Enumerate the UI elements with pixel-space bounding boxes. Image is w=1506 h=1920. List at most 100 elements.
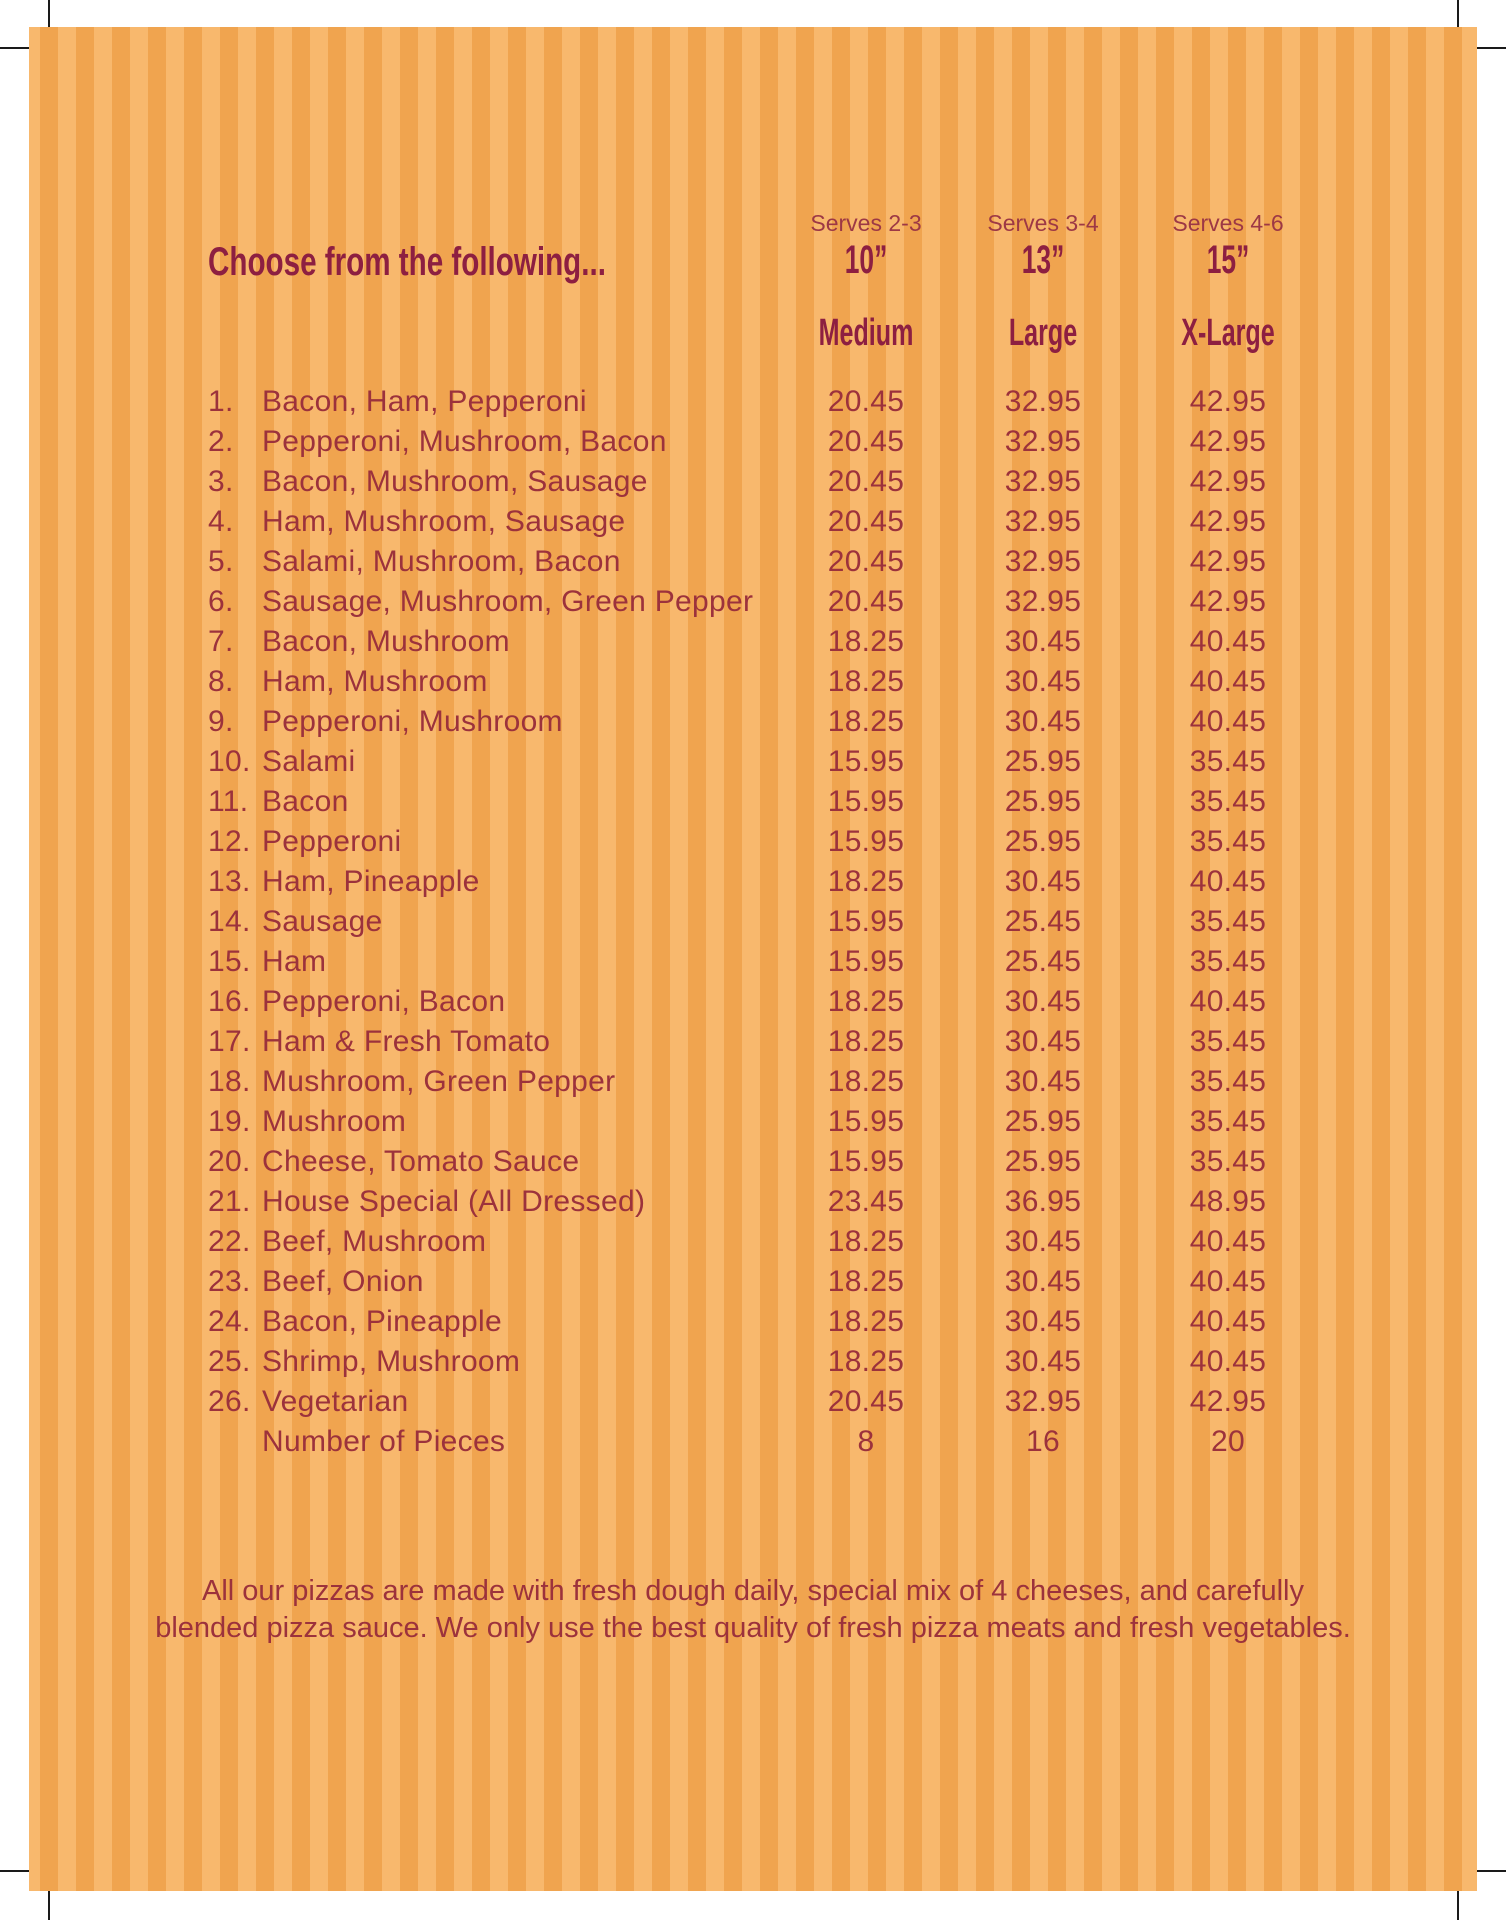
item-name: Bacon, Mushroom, Sausage — [262, 465, 648, 498]
column-label-large: Large — [1008, 312, 1078, 354]
footer-note: All our pizzas are made with fresh dough… — [29, 1573, 1477, 1647]
item-price-medium: 20.45 — [827, 585, 905, 618]
item-price-xlarge: 40.45 — [1189, 985, 1267, 1018]
item-price-medium: 18.25 — [827, 1345, 905, 1378]
menu-item-row: 16. Pepperoni, Bacon 18.25 30.45 40.45 — [29, 982, 1477, 1022]
item-number: 11. — [208, 785, 249, 818]
item-name: Ham — [262, 945, 327, 978]
item-price-large: 30.45 — [1004, 665, 1082, 698]
item-price-large: 32.95 — [1004, 1385, 1082, 1418]
item-price-large: 25.45 — [1004, 905, 1082, 938]
item-number: 20. — [208, 1145, 251, 1178]
menu-item-row: 20. Cheese, Tomato Sauce 15.95 25.95 35.… — [29, 1142, 1477, 1182]
item-price-medium: 20.45 — [827, 505, 905, 538]
item-price-large: 25.95 — [1004, 1105, 1082, 1138]
crop-mark-bottom-right-vertical — [1457, 1886, 1459, 1920]
item-name: Ham, Mushroom — [262, 665, 488, 698]
item-price-xlarge: 48.95 — [1189, 1185, 1267, 1218]
menu-item-row: 23. Beef, Onion 18.25 30.45 40.45 — [29, 1262, 1477, 1302]
striped-menu-card: Choose from the following... Serves 2-3 … — [29, 27, 1477, 1891]
item-name: Bacon, Mushroom — [262, 625, 510, 658]
item-price-xlarge: 40.45 — [1189, 1225, 1267, 1258]
item-number: 25. — [208, 1345, 251, 1378]
menu-item-row: 5. Salami, Mushroom, Bacon 20.45 32.95 4… — [29, 542, 1477, 582]
menu-item-row: 11. Bacon 15.95 25.95 35.45 — [29, 782, 1477, 822]
item-name: Mushroom — [262, 1105, 407, 1138]
crop-mark-top-left-vertical — [48, 0, 50, 34]
menu-item-row: 10. Salami 15.95 25.95 35.45 — [29, 742, 1477, 782]
item-price-xlarge: 40.45 — [1189, 705, 1267, 738]
item-price-medium: 15.95 — [827, 905, 905, 938]
item-price-large: 30.45 — [1004, 1065, 1082, 1098]
item-name: Bacon — [262, 785, 349, 818]
item-name: House Special (All Dressed) — [262, 1185, 646, 1218]
size-inches-large: 13” — [1021, 238, 1065, 282]
menu-item-row: 13. Ham, Pineapple 18.25 30.45 40.45 — [29, 862, 1477, 902]
item-price-xlarge: 35.45 — [1189, 1025, 1267, 1058]
footer-note-line-2: blended pizza sauce. We only use the bes… — [155, 1612, 1351, 1644]
item-price-large: 30.45 — [1004, 1345, 1082, 1378]
item-name: Sausage, Mushroom, Green Pepper — [262, 585, 754, 618]
item-number: 1. — [208, 385, 234, 418]
item-name: Pepperoni, Mushroom, Bacon — [262, 425, 667, 458]
size-inches-xlarge: 15” — [1206, 238, 1250, 282]
menu-item-row: 1. Bacon, Ham, Pepperoni 20.45 32.95 42.… — [29, 382, 1477, 422]
item-price-large: 32.95 — [1004, 465, 1082, 498]
item-price-medium: 8 — [857, 1425, 875, 1458]
item-number: 12. — [208, 825, 251, 858]
item-name: Pepperoni, Mushroom — [262, 705, 563, 738]
item-number: 24. — [208, 1305, 251, 1338]
item-price-medium: 20.45 — [827, 545, 905, 578]
size-inches-medium: 10” — [844, 238, 888, 282]
item-price-large: 30.45 — [1004, 985, 1082, 1018]
item-price-xlarge: 42.95 — [1189, 585, 1267, 618]
item-price-xlarge: 40.45 — [1189, 1305, 1267, 1338]
menu-item-row: 9. Pepperoni, Mushroom 18.25 30.45 40.45 — [29, 702, 1477, 742]
item-price-xlarge: 42.95 — [1189, 465, 1267, 498]
item-price-medium: 15.95 — [827, 825, 905, 858]
item-number: 19. — [208, 1105, 251, 1138]
item-number: 21. — [208, 1185, 251, 1218]
item-price-xlarge: 42.95 — [1189, 425, 1267, 458]
item-number: 6. — [208, 585, 234, 618]
item-price-large: 30.45 — [1004, 1225, 1082, 1258]
item-price-medium: 18.25 — [827, 705, 905, 738]
item-price-xlarge: 35.45 — [1189, 905, 1267, 938]
crop-mark-top-right-vertical — [1457, 0, 1459, 34]
item-number: 4. — [208, 505, 234, 538]
item-price-large: 32.95 — [1004, 425, 1082, 458]
item-name: Bacon, Pineapple — [262, 1305, 502, 1338]
item-price-large: 36.95 — [1004, 1185, 1082, 1218]
footer-note-line-1: All our pizzas are made with fresh dough… — [201, 1575, 1304, 1607]
serves-label-xlarge: Serves 4-6 — [1172, 210, 1284, 236]
item-price-medium: 18.25 — [827, 1305, 905, 1338]
item-price-medium: 20.45 — [827, 425, 905, 458]
crop-mark-bottom-right-horizontal — [1470, 1870, 1506, 1872]
item-price-xlarge: 40.45 — [1189, 625, 1267, 658]
item-price-large: 16 — [1026, 1425, 1060, 1458]
item-price-xlarge: 40.45 — [1189, 1265, 1267, 1298]
crop-mark-bottom-left-vertical — [48, 1886, 50, 1920]
item-number: 10. — [208, 745, 251, 778]
item-price-medium: 18.25 — [827, 1225, 905, 1258]
item-name: Ham, Pineapple — [262, 865, 480, 898]
item-number: 14. — [208, 905, 251, 938]
item-price-large: 30.45 — [1004, 625, 1082, 658]
item-price-xlarge: 35.45 — [1189, 1065, 1267, 1098]
menu-item-row: 6. Sausage, Mushroom, Green Pepper 20.45… — [29, 582, 1477, 622]
item-number: 16. — [208, 985, 251, 1018]
item-price-xlarge: 42.95 — [1189, 545, 1267, 578]
item-price-medium: 20.45 — [827, 1385, 905, 1418]
menu-item-row: 22. Beef, Mushroom 18.25 30.45 40.45 — [29, 1222, 1477, 1262]
menu-heading: Choose from the following... — [208, 240, 606, 284]
column-label-xlarge: X-Large — [1181, 312, 1275, 354]
item-price-large: 30.45 — [1004, 865, 1082, 898]
item-price-large: 32.95 — [1004, 385, 1082, 418]
item-price-large: 25.95 — [1004, 745, 1082, 778]
menu-item-row: 19. Mushroom 15.95 25.95 35.45 — [29, 1102, 1477, 1142]
item-name: Shrimp, Mushroom — [262, 1345, 521, 1378]
item-name: Salami — [262, 745, 356, 778]
item-name: Mushroom, Green Pepper — [262, 1065, 616, 1098]
item-name: Pepperoni — [262, 825, 402, 858]
